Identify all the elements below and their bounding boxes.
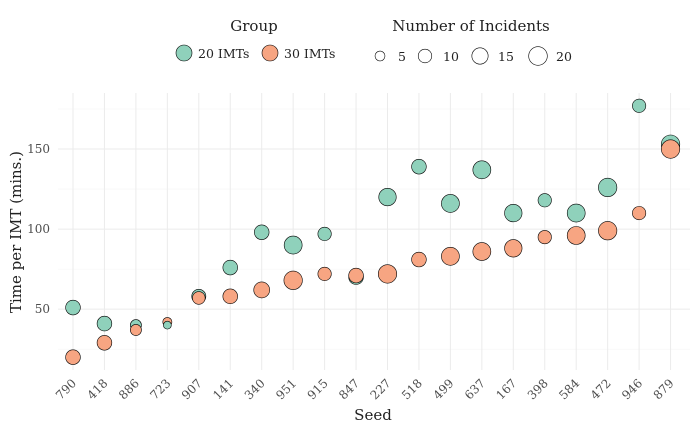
data-point bbox=[317, 226, 332, 241]
size-legend-title: Number of Incidents bbox=[392, 17, 549, 35]
legend-swatch bbox=[261, 44, 279, 62]
data-point bbox=[537, 193, 552, 208]
x-tick-label: 518 bbox=[399, 376, 425, 402]
x-axis-title: Seed bbox=[354, 406, 392, 424]
x-tick-label: 472 bbox=[588, 376, 614, 402]
data-point bbox=[598, 221, 618, 241]
size-legend: Number of Incidents 5 10 15 20 bbox=[374, 17, 572, 66]
data-point bbox=[566, 226, 586, 245]
data-point bbox=[661, 139, 681, 159]
data-point bbox=[96, 335, 113, 351]
size-legend-label: 5 bbox=[398, 49, 406, 64]
data-point bbox=[130, 324, 142, 336]
data-point bbox=[163, 320, 172, 330]
data-point bbox=[411, 158, 427, 175]
x-tick-label: 907 bbox=[179, 376, 205, 402]
data-point bbox=[441, 247, 460, 266]
y-tick-label: 50 bbox=[35, 302, 50, 316]
x-tick-label: 637 bbox=[462, 376, 488, 402]
data-point bbox=[283, 235, 303, 255]
x-tick-label: 398 bbox=[525, 376, 551, 402]
size-legend-circle bbox=[528, 46, 548, 66]
data-point bbox=[411, 251, 427, 268]
grid bbox=[58, 93, 690, 370]
size-legend-circle bbox=[374, 50, 386, 62]
x-tick-label: 879 bbox=[651, 376, 677, 402]
data-point bbox=[566, 203, 586, 223]
y-tick-label: 150 bbox=[27, 142, 50, 156]
data-point bbox=[537, 230, 552, 245]
data-point bbox=[222, 288, 238, 305]
data-point bbox=[632, 206, 647, 221]
data-point bbox=[504, 204, 523, 223]
data-point bbox=[253, 281, 270, 299]
size-legend-label: 15 bbox=[498, 49, 514, 64]
data-point bbox=[283, 270, 303, 290]
data-point bbox=[378, 188, 397, 207]
group-legend-title: Group bbox=[230, 17, 277, 35]
x-axis-ticks: 790 418 886 723 907 141 340 951 915 847 227 518 499 6… bbox=[53, 376, 677, 402]
data-point bbox=[598, 177, 618, 198]
data-point bbox=[96, 315, 113, 332]
y-axis-ticks: 50 100 150 bbox=[27, 142, 50, 316]
data-point bbox=[254, 224, 270, 240]
data-point bbox=[192, 291, 206, 305]
data-point bbox=[632, 98, 647, 113]
y-axis-title: Time per IMT (mins.) bbox=[7, 151, 25, 313]
x-tick-label: 141 bbox=[210, 376, 236, 402]
data-point bbox=[472, 160, 492, 180]
size-legend-circle bbox=[471, 47, 489, 65]
data-point bbox=[348, 267, 364, 284]
size-legend-label: 20 bbox=[556, 49, 572, 64]
group-legend: Group 20 IMTs 30 IMTs bbox=[175, 17, 335, 62]
data-point bbox=[504, 239, 523, 258]
legend-label: 30 IMTs bbox=[284, 46, 335, 61]
data-points bbox=[65, 98, 681, 365]
x-tick-label: 227 bbox=[368, 376, 394, 402]
size-legend-label: 10 bbox=[443, 49, 459, 64]
legend-label: 20 IMTs bbox=[198, 46, 249, 61]
y-tick-label: 100 bbox=[27, 222, 50, 236]
x-tick-label: 946 bbox=[619, 376, 645, 402]
x-tick-label: 499 bbox=[430, 376, 456, 402]
data-point bbox=[317, 266, 332, 281]
x-tick-label: 340 bbox=[242, 376, 268, 402]
data-point bbox=[65, 299, 81, 316]
data-point bbox=[222, 259, 238, 276]
legend-swatch bbox=[175, 44, 193, 62]
data-point bbox=[65, 349, 81, 365]
data-point bbox=[472, 242, 492, 261]
x-tick-label: 723 bbox=[147, 376, 173, 402]
x-tick-label: 167 bbox=[493, 376, 519, 402]
data-point bbox=[441, 194, 460, 213]
x-tick-label: 915 bbox=[305, 376, 331, 402]
x-tick-label: 790 bbox=[53, 376, 79, 402]
x-tick-label: 886 bbox=[116, 376, 142, 402]
x-tick-label: 418 bbox=[84, 376, 110, 402]
size-legend-circle bbox=[417, 48, 433, 64]
x-tick-label: 584 bbox=[556, 376, 582, 402]
x-tick-label: 847 bbox=[336, 376, 362, 402]
x-tick-label: 951 bbox=[273, 376, 299, 402]
data-point bbox=[377, 264, 398, 284]
